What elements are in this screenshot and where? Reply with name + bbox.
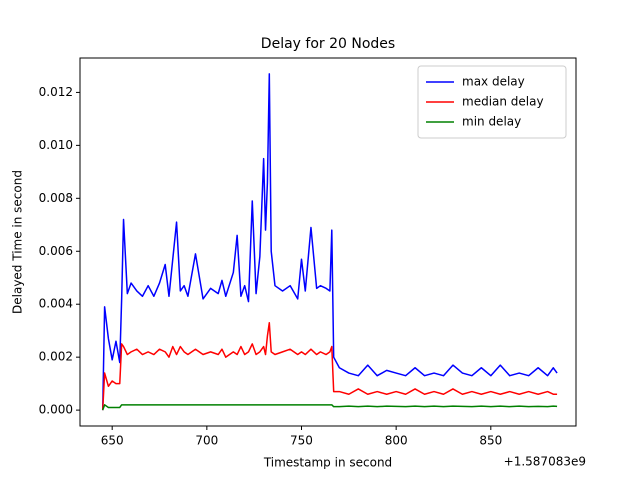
- legend-label: min delay: [462, 115, 521, 129]
- x-offset-label: +1.587083e9: [504, 455, 586, 469]
- data-line: [101, 73, 558, 411]
- y-tick-label: 0.006: [39, 244, 73, 258]
- legend-box: [417, 65, 567, 139]
- x-axis-label: Timestamp in second: [263, 456, 392, 470]
- y-tick-label: 0.010: [39, 138, 73, 152]
- y-tick-label: 0.002: [39, 350, 73, 364]
- y-tick-label: 0.000: [39, 403, 73, 417]
- x-tick-label: 850: [479, 434, 502, 448]
- y-axis-label: Delayed Time in second: [11, 170, 25, 314]
- x-tick-label: 700: [195, 434, 218, 448]
- x-tick-label: 800: [385, 434, 408, 448]
- x-tick-label: 650: [101, 434, 124, 448]
- data-line: [102, 404, 558, 411]
- legend-label: max delay: [462, 75, 525, 89]
- x-tick-label: 750: [290, 434, 313, 448]
- y-tick-label: 0.012: [39, 85, 73, 99]
- data-line: [101, 322, 558, 411]
- chart-title: Delay for 20 Nodes: [261, 36, 395, 52]
- legend-label: median delay: [462, 95, 544, 109]
- y-tick-label: 0.004: [39, 297, 73, 311]
- y-tick-label: 0.008: [39, 191, 73, 205]
- plot-frame: [79, 57, 577, 427]
